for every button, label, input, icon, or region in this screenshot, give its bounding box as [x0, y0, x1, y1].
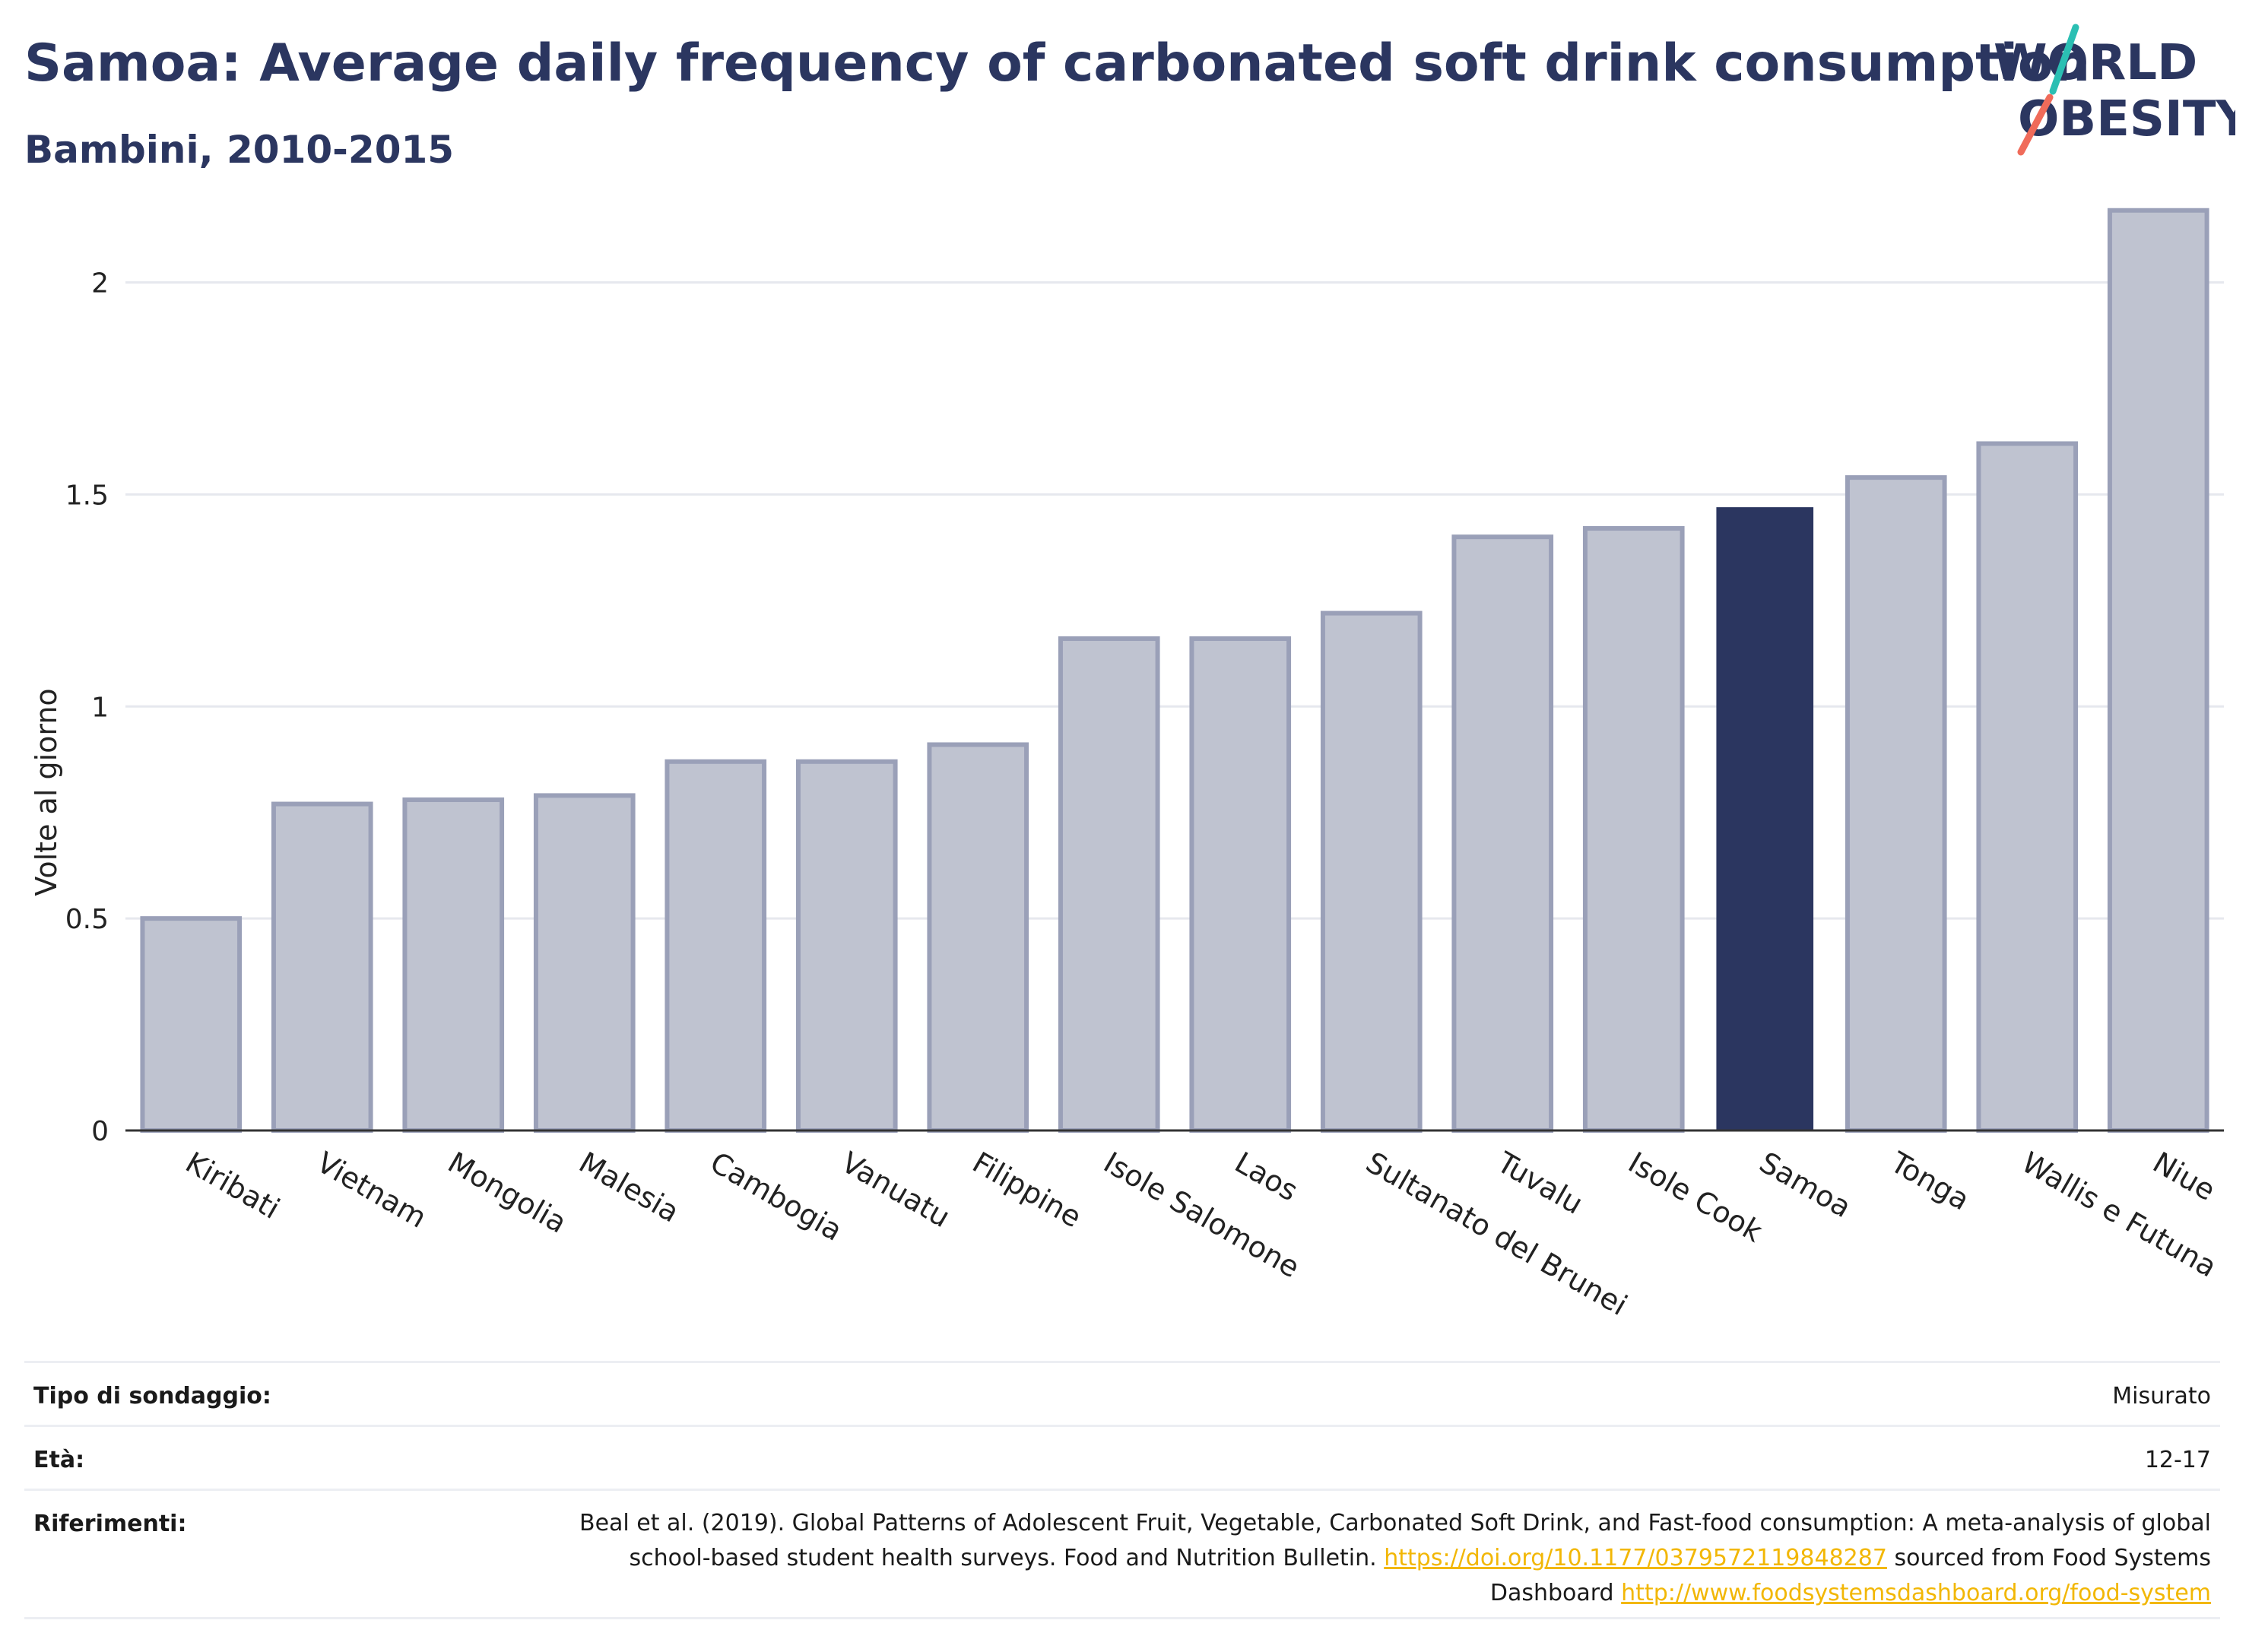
logo-slash-coral — [2017, 94, 2054, 156]
food-systems-link[interactable]: http://www.foodsystemsdashboard.org/food… — [1621, 1580, 2211, 1606]
x-tick-label: Kiribati — [180, 1146, 286, 1226]
bar-filippine[interactable] — [927, 742, 1029, 1134]
meta-row-age: Età: 12-17 — [24, 1425, 2220, 1489]
bar-laos[interactable] — [1189, 636, 1292, 1133]
bar-samoa[interactable] — [1716, 507, 1814, 1130]
y-tick-label: 1 — [91, 692, 109, 723]
reference-text-2: sourced from Food Systems Dashboard — [1489, 1545, 2211, 1606]
bar-tuvalu[interactable] — [1451, 534, 1554, 1133]
bar-cambogia[interactable] — [665, 759, 767, 1133]
bar-vanuatu[interactable] — [795, 759, 898, 1133]
x-tick-label: Laos — [1229, 1146, 1304, 1208]
x-tick-label: Malesia — [573, 1146, 684, 1229]
world-obesity-logo: WORLD OBESITY — [1994, 24, 2235, 156]
meta-row-survey: Tipo di sondaggio: Misurato — [24, 1361, 2220, 1425]
bars — [140, 208, 2209, 1134]
age-value: 12-17 — [2144, 1447, 2211, 1473]
meta-row-references: Riferimenti: Beal et al. (2019). Global … — [24, 1489, 2220, 1619]
bar-isole-salomone[interactable] — [1058, 636, 1160, 1133]
references-value: Beal et al. (2019). Global Patterns of A… — [515, 1506, 2211, 1617]
x-tick-label: Niue — [2147, 1146, 2221, 1207]
bar-tonga[interactable] — [1845, 475, 1947, 1134]
chart-subtitle: Bambini, 2010-2015 — [24, 128, 455, 172]
x-tick-label: Tonga — [1884, 1145, 1975, 1216]
x-tick-label: Filippine — [967, 1146, 1087, 1235]
chart-title: Samoa: Average daily frequency of carbon… — [24, 33, 2091, 94]
bar-vietnam[interactable] — [271, 801, 373, 1133]
survey-type-value: Misurato — [2112, 1383, 2211, 1409]
x-tick-label: Mongolia — [443, 1146, 573, 1240]
x-tick-label: Tuvalu — [1491, 1145, 1588, 1221]
y-tick-label: 1.5 — [65, 480, 109, 511]
bar-chart: 0 0.5 1 1.5 2 Kiribati Vietnam Mongolia Malesia C… — [0, 198, 2249, 1326]
y-axis-label: Volte al giorno — [30, 688, 63, 896]
logo-line1: WORLD — [1994, 35, 2197, 91]
metadata-table: Tipo di sondaggio: Misurato Età: 12-17 R… — [24, 1361, 2220, 1619]
x-tick-label: Vanuatu — [836, 1146, 956, 1234]
survey-type-label: Tipo di sondaggio: — [33, 1383, 271, 1409]
x-tick-label: Samoa — [1754, 1146, 1857, 1225]
bar-niue[interactable] — [2107, 208, 2209, 1134]
bar-kiribati[interactable] — [140, 916, 243, 1133]
x-tick-label: Cambogia — [705, 1146, 848, 1248]
bar-isole-cook[interactable] — [1582, 526, 1685, 1133]
x-tick-label: Isole Cook — [1623, 1146, 1768, 1249]
y-tick-label: 2 — [91, 268, 109, 300]
bar-malesia[interactable] — [533, 793, 636, 1133]
doi-link[interactable]: https://doi.org/10.1177/0379572119848287 — [1384, 1545, 1887, 1571]
y-tick-label: 0 — [91, 1116, 109, 1147]
bar-mongolia[interactable] — [402, 797, 505, 1133]
bar-chart-svg: 0 0.5 1 1.5 2 Kiribati Vietnam Mongolia Malesia C… — [30, 208, 2224, 1322]
logo-line2: OBESITY — [2018, 91, 2235, 147]
references-label: Riferimenti: — [33, 1511, 187, 1537]
bar-wallis-e-futuna[interactable] — [1976, 441, 2079, 1133]
y-tick-label: 0.5 — [65, 904, 109, 935]
logo-slash-teal — [2049, 24, 2079, 95]
x-tick-label: Vietnam — [311, 1146, 432, 1235]
reference-text-1: Beal et al. (2019). Global Patterns of A… — [579, 1510, 2211, 1571]
age-label: Età: — [33, 1447, 85, 1473]
bar-sultanato-del-brunei[interactable] — [1320, 610, 1423, 1133]
